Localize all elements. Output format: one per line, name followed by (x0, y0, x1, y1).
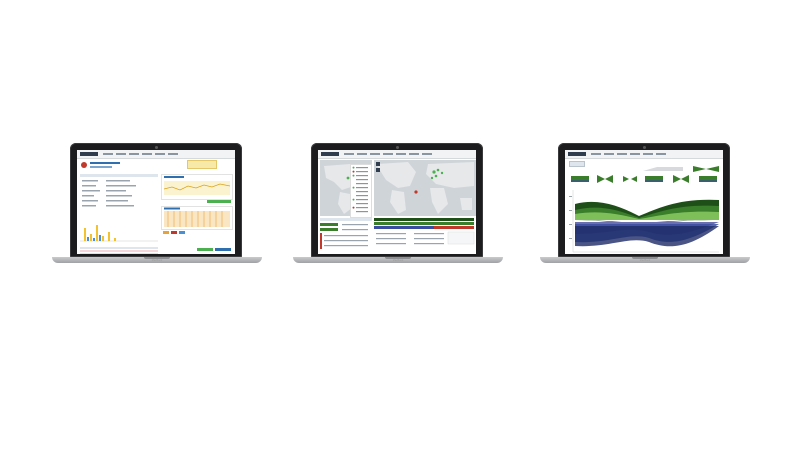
top-nav (103, 153, 178, 155)
alerts-table (80, 244, 158, 254)
brand-label: MacBook (151, 259, 163, 262)
laptop-screen (565, 150, 723, 254)
webcam (154, 146, 158, 149)
webcam (395, 146, 399, 149)
availability-chart-svg (163, 176, 231, 195)
laptop-left: MacBook (52, 143, 262, 267)
traffic-bar-chart (80, 222, 158, 242)
traffic-summary-rows (320, 218, 372, 249)
overview-sparkline (643, 160, 683, 171)
webcam (642, 146, 646, 149)
legend-swatches (163, 231, 203, 234)
traffic-bar-chart-svg (80, 225, 158, 242)
laptop-base: MacBook (540, 257, 750, 263)
app-header (77, 150, 235, 159)
overview-sparkline-svg (643, 167, 683, 171)
app-header (318, 150, 476, 159)
category-list (350, 164, 372, 218)
top-nav (591, 153, 666, 155)
properties-table (80, 174, 158, 220)
host-status-icon (81, 162, 87, 168)
app-header (565, 150, 723, 159)
traffic-volume-bars-svg (374, 218, 475, 245)
app-logo (321, 152, 339, 156)
availability-chart (161, 174, 233, 200)
laptop-center: MacBook (293, 143, 503, 267)
thumbnail-row[interactable] (571, 172, 719, 184)
laptop-right: MacBook (540, 143, 750, 267)
laptop-base: MacBook (52, 257, 262, 263)
app-logo (568, 152, 586, 156)
properties-table-lines (80, 174, 158, 207)
alerts-table-rows (80, 247, 158, 254)
world-map-main (374, 160, 476, 216)
response-time-chart-svg (164, 207, 230, 227)
laptop-screen (77, 150, 235, 254)
mini-chart-top-right-svg (693, 166, 719, 172)
flow-stream-chart-svg (569, 190, 719, 253)
status-bar (207, 200, 231, 203)
laptop-base: MacBook (293, 257, 503, 263)
app-logo (80, 152, 98, 156)
traffic-summary-table (320, 218, 372, 252)
action-buttons[interactable] (197, 248, 231, 251)
traffic-volume-bars (374, 218, 476, 252)
top-nav (344, 153, 432, 155)
thumbnail-row-svg (571, 175, 717, 183)
brand-label: MacBook (392, 259, 404, 262)
laptop-lid (311, 143, 483, 257)
host-title-bar (90, 162, 120, 164)
host-subtitle-bar (90, 166, 112, 168)
laptop-lid (558, 143, 730, 257)
mini-chart-top-right (693, 160, 719, 172)
header-sparkline (187, 160, 217, 169)
laptop-screen (318, 150, 476, 254)
response-time-chart (161, 206, 233, 230)
view-selector[interactable] (569, 161, 585, 167)
category-list-items (352, 166, 368, 213)
flow-stream-chart (569, 190, 721, 254)
laptop-lid (70, 143, 242, 257)
brand-label: MacBook (639, 259, 651, 262)
world-map-main-svg (376, 162, 474, 214)
